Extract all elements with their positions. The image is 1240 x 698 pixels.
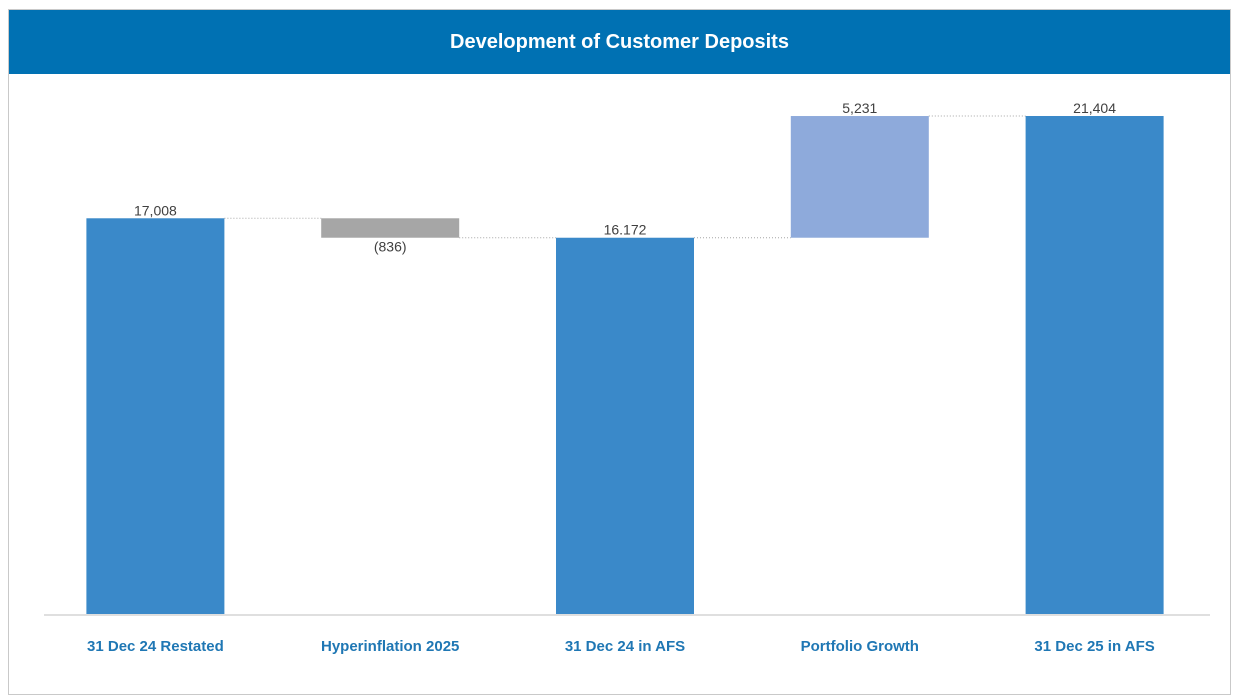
value-label: 16.172	[604, 222, 647, 238]
category-label: 31 Dec 25 in AFS	[1034, 638, 1154, 655]
bar-2	[321, 218, 460, 238]
category-label: 31 Dec 24 Restated	[87, 638, 224, 655]
category-label: Portfolio Growth	[801, 638, 919, 655]
bar-5	[1025, 116, 1164, 614]
chart-title: Development of Customer Deposits	[9, 10, 1230, 74]
bar-4	[790, 116, 929, 238]
category-label: Hyperinflation 2025	[321, 638, 459, 655]
bar-1	[86, 218, 225, 614]
value-label: (836)	[374, 239, 407, 255]
value-label: 17,008	[134, 202, 177, 218]
category-label: 31 Dec 24 in AFS	[565, 638, 685, 655]
bar-3	[556, 237, 694, 614]
value-label: 21,404	[1073, 100, 1116, 116]
value-label: 5,231	[842, 100, 877, 116]
